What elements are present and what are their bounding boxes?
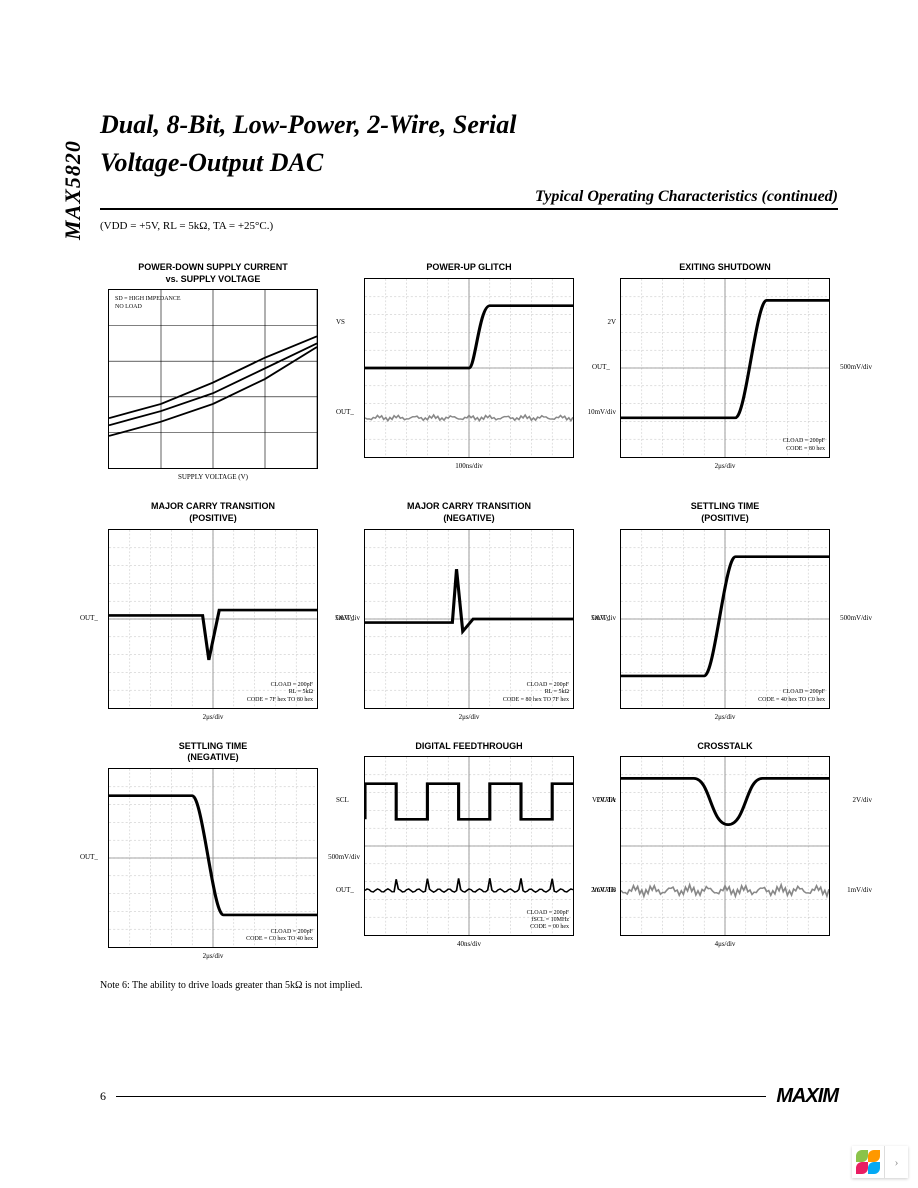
chart-plot <box>620 756 830 936</box>
widget-logo-icon <box>852 1146 884 1178</box>
chart-xlabel: 2μs/div <box>715 713 736 721</box>
widget-toolbar[interactable]: › <box>852 1146 908 1178</box>
chart-xlabel: 100ns/div <box>455 462 483 470</box>
chart-xlabel: 2μs/div <box>203 952 224 960</box>
part-number: MAX5820 <box>60 140 86 240</box>
chart-plot: CLOAD = 200pFfSCL = 10MHzCODE = 00 hex <box>364 756 574 936</box>
chart-title: SETTLING TIME(POSITIVE) <box>691 501 760 524</box>
chart-plot: CLOAD = 200pFRL = 5kΩCODE = 80 hex TO 7F… <box>364 529 574 709</box>
chart-xlabel: 2μs/div <box>203 713 224 721</box>
chart-title: CROSSTALK <box>697 741 752 753</box>
chart-xlabel: 40ns/div <box>457 940 481 948</box>
chart-3: MAJOR CARRY TRANSITION(POSITIVE)OUT_5mV/… <box>100 501 326 720</box>
chart-title: MAJOR CARRY TRANSITION(NEGATIVE) <box>407 501 531 524</box>
chart-plot: CLOAD = 200pFCODE = 40 hex TO C0 hex <box>620 529 830 709</box>
chart-title: POWER-UP GLITCH <box>426 262 511 274</box>
chart-plot: CLOAD = 200pFCODE = 80 hex <box>620 278 830 458</box>
chart-8: CROSSTALKVOUTAVOUTB2V/div1mV/div4μs/div <box>612 741 838 960</box>
page-title-1: Dual, 8-Bit, Low-Power, 2-Wire, Serial <box>100 110 838 140</box>
chart-title: POWER-DOWN SUPPLY CURRENTvs. SUPPLY VOLT… <box>138 262 288 285</box>
maxim-logo: MAXIM <box>776 1085 838 1108</box>
chart-title: DIGITAL FEEDTHROUGH <box>415 741 522 753</box>
chart-xlabel: 2μs/div <box>459 713 480 721</box>
chart-xlabel: SUPPLY VOLTAGE (V) <box>178 473 248 481</box>
chart-xlabel: 4μs/div <box>715 940 736 948</box>
test-conditions: (VDD = +5V, RL = 5kΩ, TA = +25°C.) <box>100 220 838 232</box>
page-number: 6 <box>100 1089 106 1104</box>
chart-4: MAJOR CARRY TRANSITION(NEGATIVE)OUT_5mV/… <box>356 501 582 720</box>
page-footer: 6 MAXIM <box>100 1085 838 1108</box>
chart-title: MAJOR CARRY TRANSITION(POSITIVE) <box>151 501 275 524</box>
chart-title: EXITING SHUTDOWN <box>679 262 771 274</box>
chart-xlabel: 2μs/div <box>715 462 736 470</box>
chart-plot: SD = HIGH IMPEDANCENO LOAD <box>108 289 318 469</box>
chart-6: SETTLING TIME(NEGATIVE)OUT_500mV/divCLOA… <box>100 741 326 960</box>
chart-1: POWER-UP GLITCHVSOUT_2V10mV/div100ns/div <box>356 262 582 481</box>
chart-5: SETTLING TIME(POSITIVE)OUT_500mV/divCLOA… <box>612 501 838 720</box>
chart-0: POWER-DOWN SUPPLY CURRENTvs. SUPPLY VOLT… <box>100 262 326 481</box>
widget-expand-icon[interactable]: › <box>884 1146 908 1178</box>
chart-plot <box>364 278 574 458</box>
section-title: Typical Operating Characteristics (conti… <box>535 188 838 206</box>
chart-2: EXITING SHUTDOWNOUT_500mV/divCLOAD = 200… <box>612 262 838 481</box>
chart-plot: CLOAD = 200pFRL = 5kΩCODE = 7F hex TO 80… <box>108 529 318 709</box>
chart-plot: CLOAD = 200pFCODE = C0 hex TO 40 hex <box>108 768 318 948</box>
note-6: Note 6: The ability to drive loads great… <box>100 980 838 991</box>
chart-title: SETTLING TIME(NEGATIVE) <box>179 741 248 764</box>
page-title-2: Voltage-Output DAC <box>100 148 838 178</box>
chart-7: DIGITAL FEEDTHROUGHSCLOUT_2V/div2mV/divC… <box>356 741 582 960</box>
